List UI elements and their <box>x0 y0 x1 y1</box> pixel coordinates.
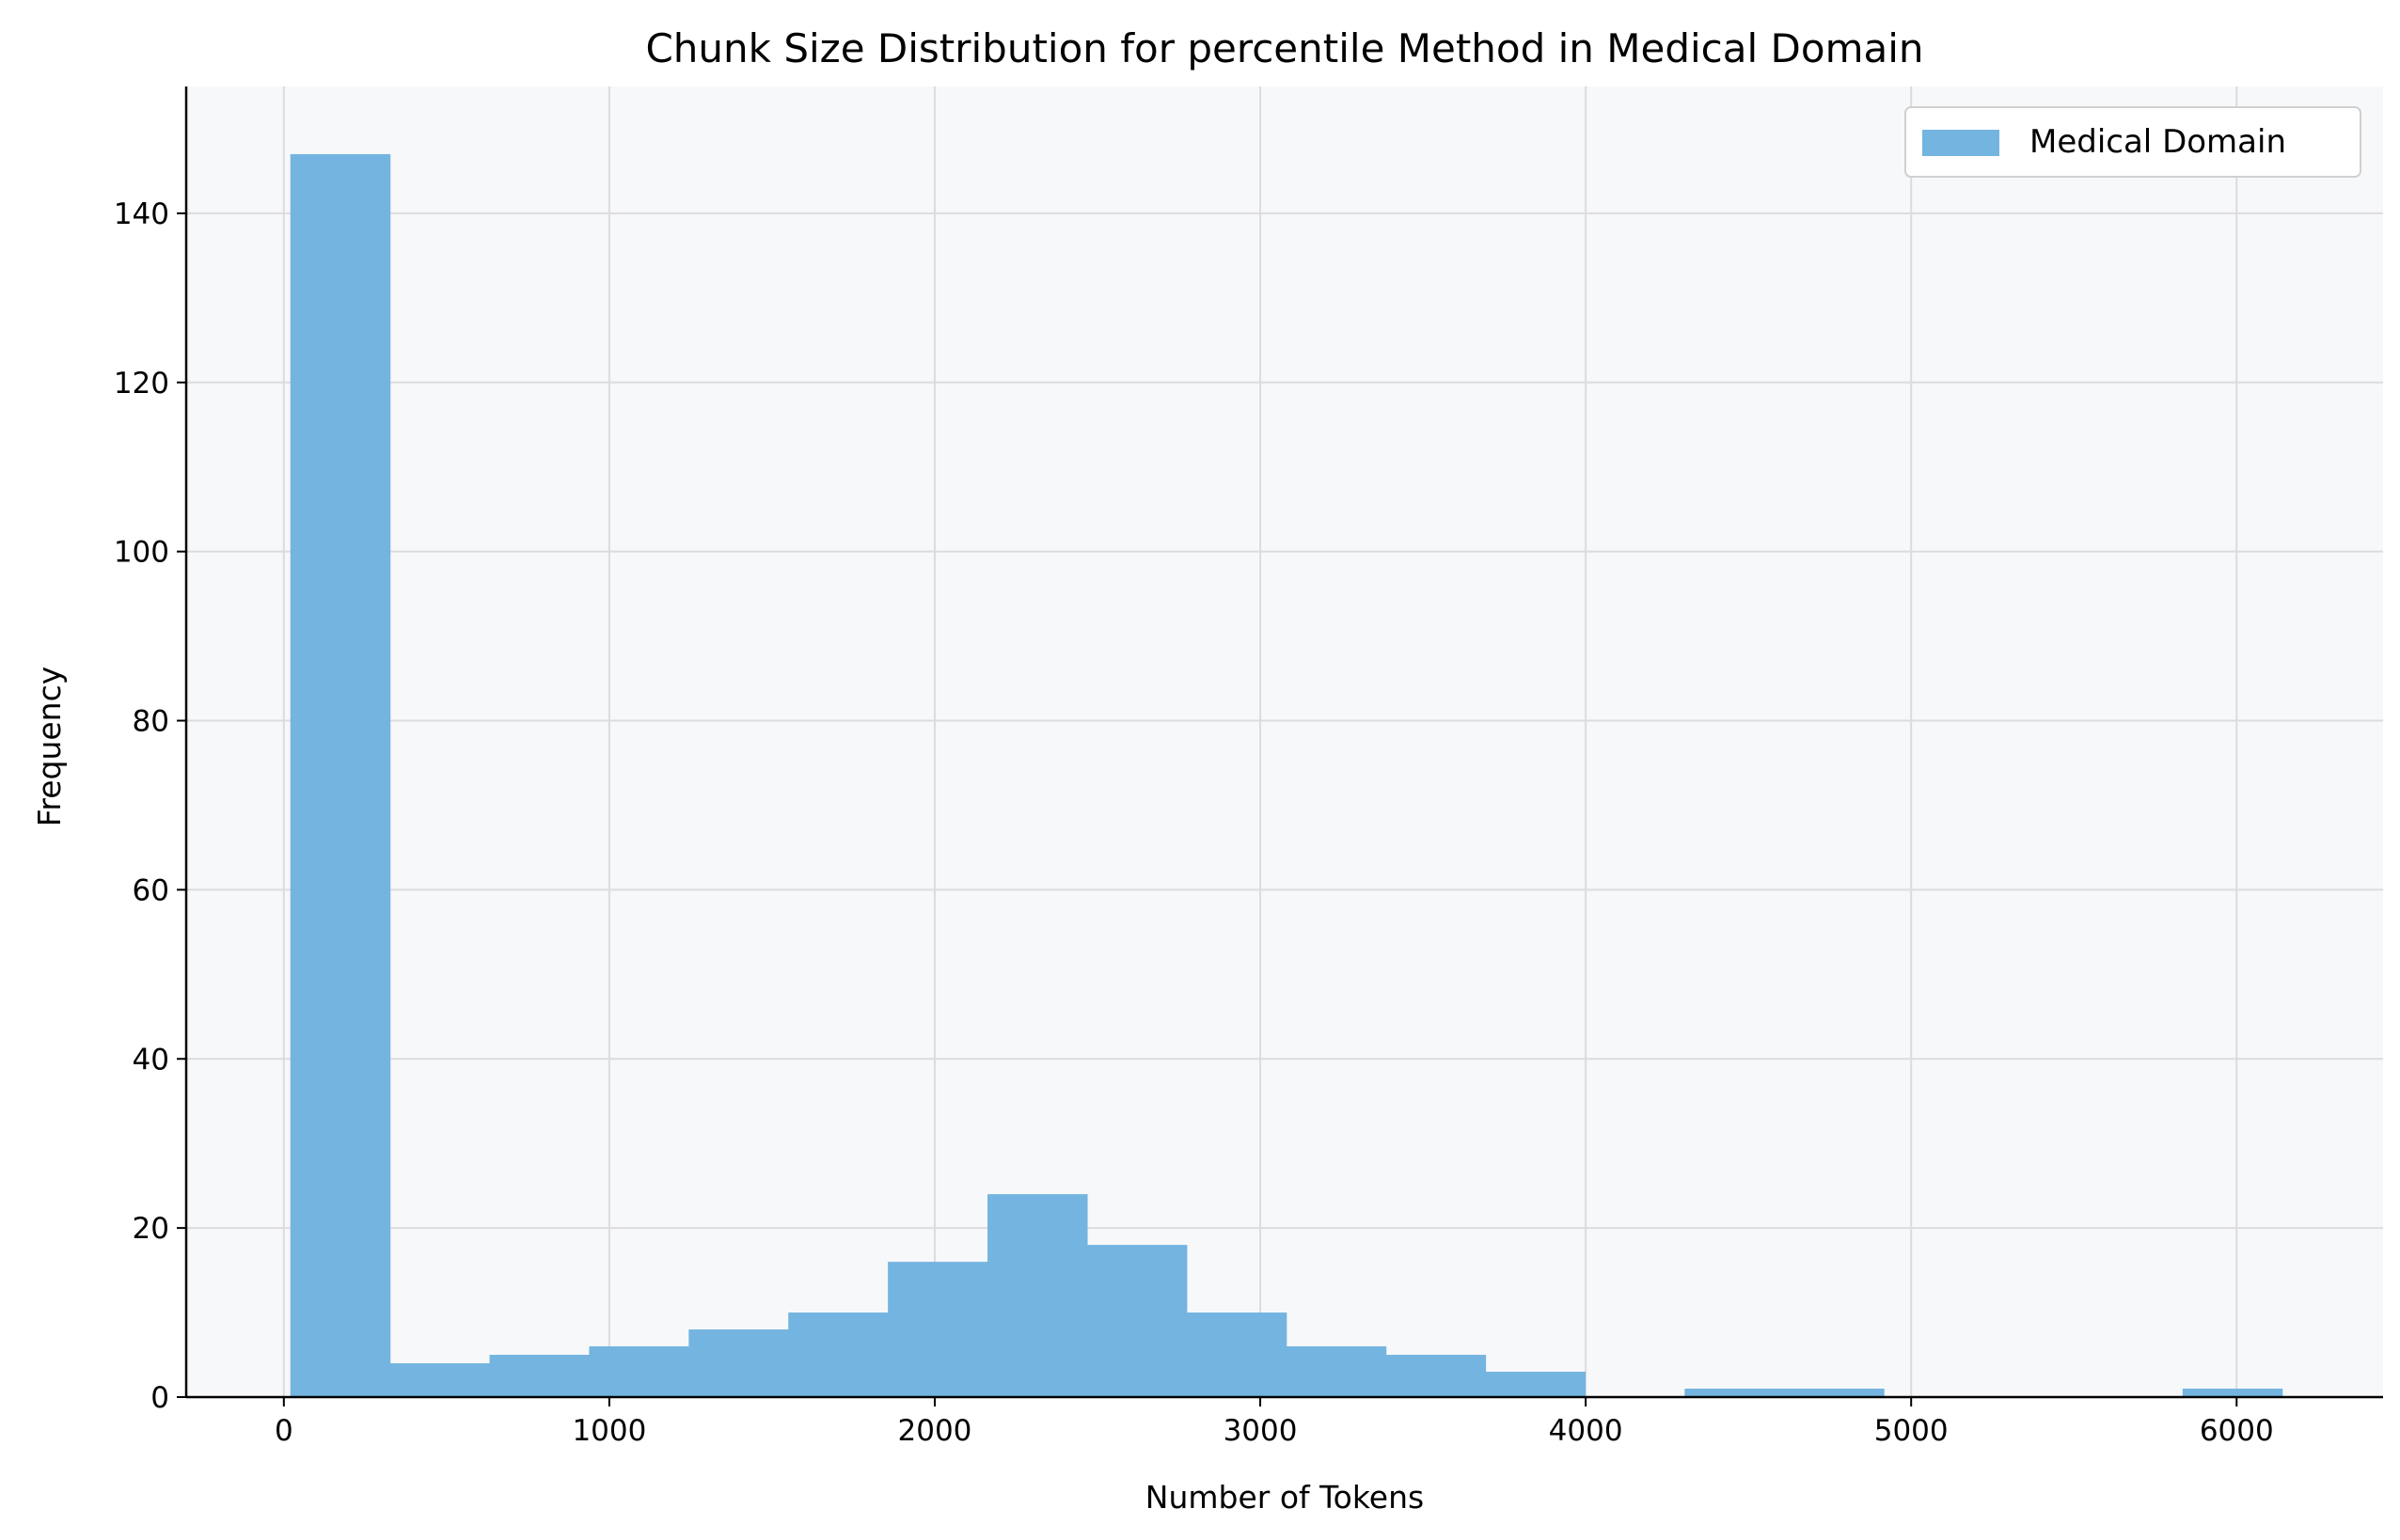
histogram-bar <box>1186 1312 1287 1397</box>
y-axis-label: Frequency <box>31 667 68 826</box>
y-tick-label: 80 <box>133 705 169 739</box>
legend-swatch <box>1922 130 1999 156</box>
histogram-bar <box>2182 1389 2283 1397</box>
legend: Medical Domain <box>1904 106 2361 178</box>
histogram-bar <box>1485 1372 1587 1397</box>
legend-box <box>1904 106 2361 178</box>
y-axis-ticks: 0 20 40 60 80 100 120 140 <box>114 197 186 1415</box>
y-tick-label: 140 <box>114 197 169 231</box>
chart-title: Chunk Size Distribution for percentile M… <box>645 25 1923 71</box>
x-tick-label: 0 <box>275 1414 293 1448</box>
histogram-bar <box>489 1355 591 1397</box>
histogram-bar <box>1784 1389 1885 1397</box>
x-tick-label: 5000 <box>1874 1414 1949 1448</box>
x-axis-label: Number of Tokens <box>1145 1479 1424 1516</box>
histogram-bar <box>1684 1389 1785 1397</box>
histogram-bar <box>389 1363 491 1397</box>
y-tick-label: 40 <box>133 1043 169 1076</box>
x-tick-label: 3000 <box>1224 1414 1298 1448</box>
histogram-bar <box>1286 1346 1387 1397</box>
x-tick-label: 1000 <box>572 1414 646 1448</box>
y-tick-label: 20 <box>133 1212 169 1246</box>
plot-area <box>186 86 2383 1397</box>
grid-lines <box>186 86 2383 1398</box>
histogram-bar <box>788 1312 889 1397</box>
y-tick-label: 0 <box>150 1381 169 1415</box>
histogram-bars <box>290 153 2283 1398</box>
y-tick-label: 120 <box>114 367 169 401</box>
legend-label: Medical Domain <box>2029 123 2286 161</box>
histogram-bar <box>589 1346 689 1397</box>
y-tick-label: 60 <box>133 873 169 907</box>
histogram-bar <box>888 1262 988 1397</box>
x-tick-label: 6000 <box>2200 1414 2274 1448</box>
histogram-bar <box>688 1329 789 1397</box>
histogram-bar <box>1086 1245 1188 1397</box>
x-tick-label: 4000 <box>1549 1414 1623 1448</box>
y-tick-label: 100 <box>114 536 169 570</box>
histogram-bar <box>987 1194 1088 1397</box>
histogram-bar <box>290 153 391 1398</box>
x-axis-ticks: 0 1000 2000 3000 4000 5000 6000 <box>275 1397 2274 1448</box>
histogram-bar <box>1385 1355 1487 1397</box>
x-tick-label: 2000 <box>898 1414 972 1448</box>
